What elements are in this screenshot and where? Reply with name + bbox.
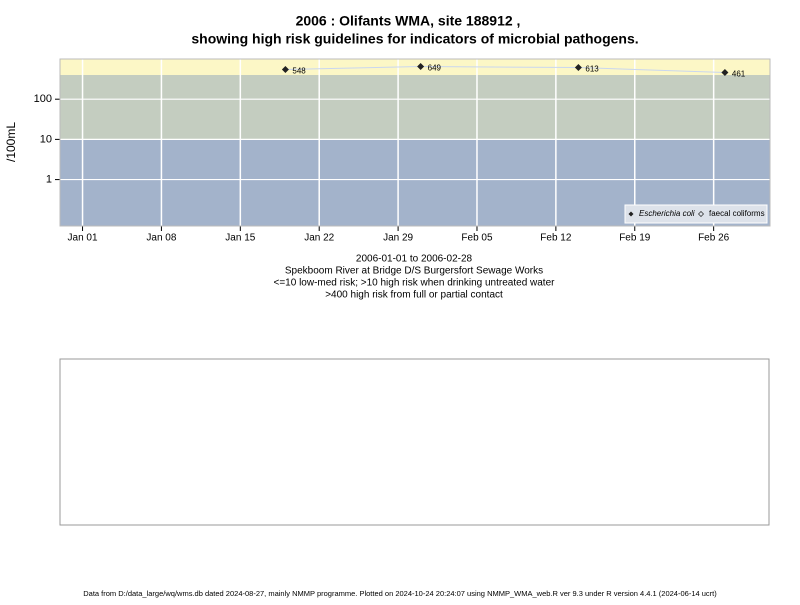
data-label: 548	[292, 67, 306, 76]
data-point	[417, 63, 425, 71]
data-label: 613	[585, 65, 599, 74]
risk-band	[60, 74, 770, 140]
legend-label: Escherichia coli	[639, 209, 695, 218]
data-point	[281, 65, 289, 73]
chart-title: showing high risk guidelines for indicat…	[191, 31, 638, 47]
legend-label: faecal coliforms	[709, 209, 765, 218]
y-tick-label: 100	[34, 93, 52, 105]
legend-marker	[698, 211, 704, 217]
subtitle: Spekboom River at Bridge D/S Burgersfort…	[285, 266, 543, 277]
footer: Data from D:/data_large/wq/wms.db dated …	[83, 589, 717, 598]
series-line	[285, 66, 725, 74]
legend-box	[624, 204, 768, 224]
x-tick-label: Jan 29	[383, 233, 413, 244]
legend-marker	[628, 211, 634, 217]
x-tick-label: Jan 22	[304, 233, 334, 244]
empty-panel	[59, 358, 770, 526]
subtitle: >400 high risk from full or partial cont…	[325, 290, 503, 301]
data-point	[574, 64, 582, 72]
x-tick-label: Feb 19	[619, 233, 651, 244]
chart-title: 2006 : Olifants WMA, site 188912 ,	[296, 13, 521, 29]
data-point	[721, 69, 729, 77]
x-tick-label: Feb 12	[540, 233, 572, 244]
subtitle: 2006-01-01 to 2006-02-28	[356, 254, 473, 265]
x-tick-label: Jan 08	[146, 233, 176, 244]
data-label: 649	[428, 64, 442, 73]
legend: Escherichia coli faecal coliforms	[624, 204, 768, 224]
y-tick-label: 1	[46, 173, 52, 185]
plot-frame	[59, 58, 771, 227]
y-axis-label: /100mL	[4, 122, 18, 162]
data-label: 461	[732, 70, 746, 79]
subtitle: <=10 low-med risk; >10 high risk when dr…	[274, 278, 556, 289]
x-tick-label: Feb 05	[461, 233, 493, 244]
x-tick-label: Feb 26	[698, 233, 730, 244]
x-tick-label: Jan 01	[68, 233, 98, 244]
x-tick-label: Jan 15	[225, 233, 255, 244]
y-tick-label: 10	[40, 133, 52, 145]
